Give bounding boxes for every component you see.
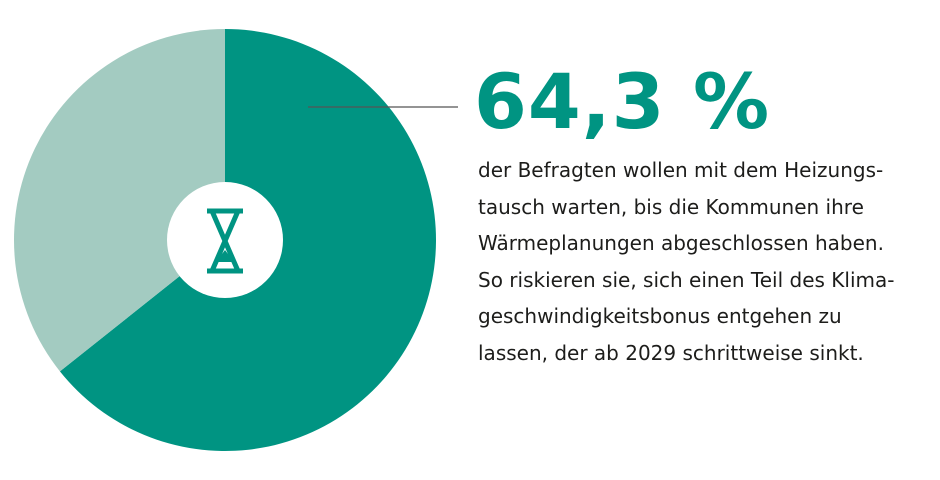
hourglass-icon xyxy=(207,208,243,274)
description-line: der Befragten wollen mit dem Heizungs- xyxy=(478,158,884,182)
description-line: lassen, der ab 2029 schrittweise sinkt. xyxy=(478,340,864,365)
description-line: So riskieren sie, sich einen Teil des Kl… xyxy=(478,267,895,292)
description-line: Wärmeplanungen abgeschlossen haben. xyxy=(478,231,884,256)
description-line: tausch warten, bis die Kommunen ihre xyxy=(478,194,864,219)
percentage-value: 64,3 % xyxy=(474,57,771,146)
description-text: der Befragten wollen mit dem Heizungs- t… xyxy=(478,152,928,372)
description-line: geschwindigkeitsbonus entgehen zu xyxy=(478,304,842,329)
pie-slice-rest xyxy=(14,29,225,372)
